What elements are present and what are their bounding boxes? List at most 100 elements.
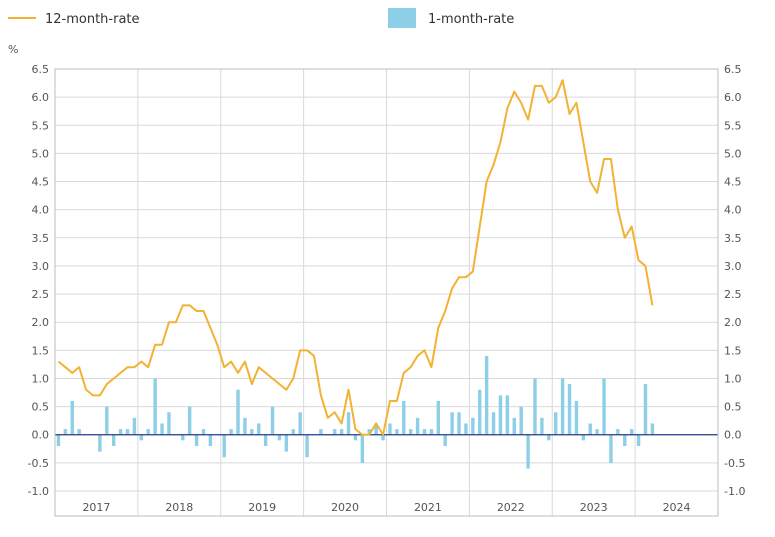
y-tick-left: 0.5 xyxy=(32,401,50,414)
y-tick-right: -1.0 xyxy=(724,485,745,498)
bar xyxy=(636,434,641,446)
legend: 12-month-rate 1-month-rate xyxy=(8,8,514,28)
y-tick-right: 4.5 xyxy=(724,176,742,189)
bar xyxy=(519,406,523,435)
bar xyxy=(643,384,648,435)
y-tick-left: 0.0 xyxy=(32,429,50,442)
bar xyxy=(208,434,213,446)
bar xyxy=(650,423,655,435)
bar xyxy=(602,378,606,435)
bar xyxy=(333,429,337,435)
bar xyxy=(595,429,599,435)
bar xyxy=(222,434,226,458)
bar xyxy=(70,400,74,435)
bar xyxy=(125,429,130,435)
bar xyxy=(381,434,385,441)
y-tick-left: 3.0 xyxy=(32,260,50,273)
bar xyxy=(153,378,157,435)
x-tick-year: 2020 xyxy=(331,501,359,514)
legend-bar-swatch xyxy=(388,8,416,28)
bar xyxy=(56,434,61,446)
x-axis: 2017 2018 2019 2020 2021 2022 2023 2024 xyxy=(82,501,690,514)
y-tick-left: 4.0 xyxy=(32,204,50,217)
bar xyxy=(339,429,344,435)
x-tick-year: 2018 xyxy=(165,501,193,514)
y-tick-left: 6.0 xyxy=(32,91,50,104)
y-tick-right: 5.5 xyxy=(724,119,742,132)
y-axis-right: -1.0 -0.5 0.0 0.5 1.0 1.5 2.0 2.5 3.0 3.5 4.0 4.5 5.… xyxy=(724,63,745,498)
bar xyxy=(284,434,289,452)
y-tick-right: -0.5 xyxy=(724,457,745,470)
bar xyxy=(567,384,572,435)
y-tick-right: 0.5 xyxy=(724,401,742,414)
bar xyxy=(581,434,586,441)
bar xyxy=(181,434,185,441)
bar xyxy=(526,434,530,469)
bar-series xyxy=(56,355,655,469)
y-tick-left: 2.5 xyxy=(32,288,50,301)
bar xyxy=(443,434,447,446)
y-tick-left: 3.5 xyxy=(32,232,50,245)
bar xyxy=(112,434,116,446)
legend-bar-label: 1-month-rate xyxy=(428,12,514,27)
y-tick-left: 6.5 xyxy=(32,63,50,76)
bar xyxy=(139,434,144,441)
y-tick-right: 0.0 xyxy=(724,429,742,442)
y-tick-left: 2.0 xyxy=(32,316,50,329)
bar xyxy=(236,389,240,435)
x-tick-year: 2021 xyxy=(414,501,442,514)
bar xyxy=(512,417,516,435)
bar xyxy=(277,434,282,441)
y-tick-left: -1.0 xyxy=(28,485,49,498)
bar xyxy=(305,434,309,458)
y-tick-left: 4.5 xyxy=(32,176,50,189)
grid xyxy=(55,68,718,516)
y-tick-left: 1.0 xyxy=(32,372,50,385)
bar xyxy=(629,429,634,435)
bar xyxy=(360,434,365,463)
bar xyxy=(464,423,468,435)
y-tick-right: 2.5 xyxy=(724,288,742,301)
y-tick-left: 1.5 xyxy=(32,344,50,357)
y-tick-right: 6.0 xyxy=(724,91,742,104)
y-tick-right: 4.0 xyxy=(724,204,742,217)
bar xyxy=(194,434,199,446)
bar xyxy=(484,355,489,435)
bar xyxy=(498,395,503,435)
x-tick-year: 2017 xyxy=(82,501,110,514)
x-tick-year: 2023 xyxy=(580,501,608,514)
y-tick-right: 3.5 xyxy=(724,232,742,245)
bar xyxy=(457,412,461,435)
bar xyxy=(623,434,627,446)
bar xyxy=(491,412,496,435)
x-tick-year: 2019 xyxy=(248,501,276,514)
y-tick-right: 5.0 xyxy=(724,147,742,160)
bar xyxy=(554,412,558,435)
x-tick-year: 2022 xyxy=(497,501,525,514)
bar xyxy=(319,429,323,435)
bar xyxy=(98,434,102,452)
bar xyxy=(257,423,261,435)
bar xyxy=(388,423,392,435)
bar xyxy=(560,378,565,435)
bar xyxy=(105,406,109,435)
bar xyxy=(422,429,427,435)
bar xyxy=(201,429,206,435)
bar xyxy=(160,423,164,435)
legend-line-label: 12-month-rate xyxy=(45,12,140,27)
bar xyxy=(395,429,399,435)
bar xyxy=(436,400,440,435)
y-tick-left: 5.0 xyxy=(32,147,50,160)
y-tick-right: 1.5 xyxy=(724,344,742,357)
bar xyxy=(243,417,247,435)
bar xyxy=(478,389,482,435)
bar xyxy=(353,434,358,441)
bar xyxy=(346,412,351,435)
plot-frame xyxy=(54,68,719,517)
bar xyxy=(609,434,613,463)
bar xyxy=(374,423,378,435)
bar xyxy=(429,429,434,435)
bar xyxy=(146,429,150,435)
bar xyxy=(77,429,81,435)
